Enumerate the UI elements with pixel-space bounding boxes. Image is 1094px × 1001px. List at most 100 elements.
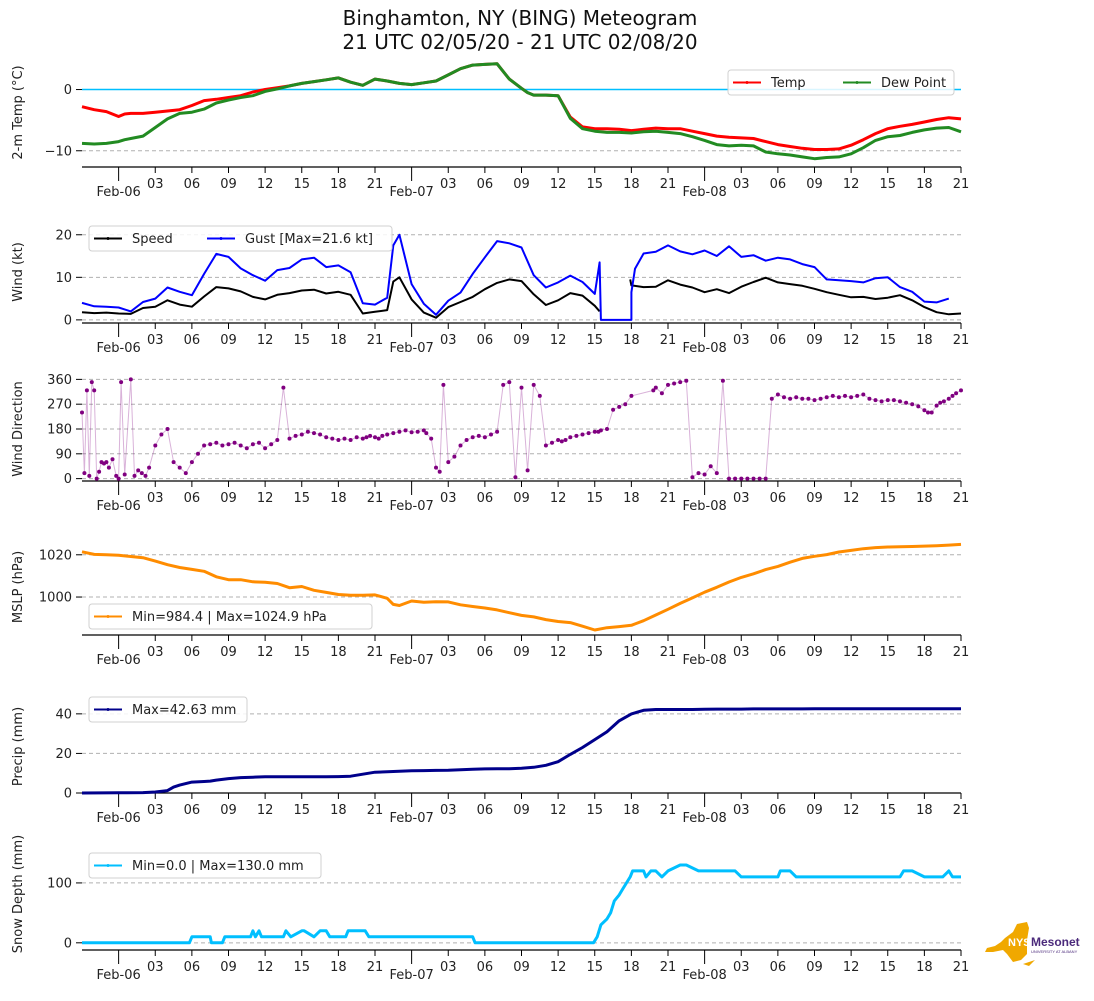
x-tick-label: 15 [293, 177, 310, 192]
x-tick-label: 12 [843, 645, 860, 660]
x-tick-label: 15 [293, 803, 310, 818]
x-tick-label: 09 [513, 491, 530, 506]
data-point [385, 432, 390, 437]
x-tick-label: 21 [660, 960, 677, 975]
y-tick-label: 360 [47, 373, 72, 388]
x-tick-label: 21 [953, 645, 970, 660]
data-point [843, 393, 847, 398]
data-point [904, 400, 909, 405]
x-tick-label: 18 [330, 491, 347, 506]
data-point [651, 388, 656, 393]
x-tick-label: 06 [477, 645, 494, 660]
x-tick-label: Feb-06 [97, 968, 141, 983]
x-tick-label: 15 [586, 333, 603, 348]
x-tick-label: 09 [513, 645, 530, 660]
y-tick-label: 0 [64, 313, 72, 328]
data-point [690, 475, 695, 480]
data-point [269, 442, 274, 447]
data-point [745, 476, 750, 481]
x-tick-label: 18 [623, 645, 640, 660]
x-tick-label: 18 [916, 645, 933, 660]
data-point [929, 410, 934, 415]
data-point [836, 395, 841, 400]
x-tick-label: 09 [513, 333, 530, 348]
y-axis-label: Precip (mm) [11, 707, 26, 786]
chart-title-line-2: 21 UTC 02/05/20 - 21 UTC 02/08/20 [342, 30, 698, 54]
data-point [403, 428, 408, 433]
x-tick-label: Feb-06 [97, 341, 141, 356]
data-point [220, 443, 225, 448]
data-point [879, 399, 884, 404]
data-point [507, 380, 512, 385]
data-point [926, 410, 930, 415]
x-tick-label: 12 [257, 333, 274, 348]
data-point [678, 380, 683, 385]
data-point [782, 395, 786, 400]
data-point [950, 393, 955, 398]
data-point [598, 428, 603, 433]
x-tick-label: 09 [806, 177, 823, 192]
x-tick-label: Feb-07 [390, 499, 434, 514]
x-tick-label: 06 [770, 645, 787, 660]
x-tick-label: 15 [879, 177, 896, 192]
data-point [788, 396, 793, 401]
x-tick-label: 18 [916, 803, 933, 818]
x-tick-label: Feb-08 [683, 499, 727, 514]
x-tick-label: 09 [806, 960, 823, 975]
data-point [354, 435, 359, 440]
data-point [318, 432, 323, 437]
data-point [891, 398, 896, 403]
x-tick-label: 03 [733, 645, 750, 660]
x-tick-label: 18 [623, 491, 640, 506]
data-point [424, 431, 429, 436]
data-point [437, 469, 442, 474]
x-tick-label: 21 [953, 803, 970, 818]
data-point [441, 382, 446, 387]
x-tick-label: 09 [220, 960, 237, 975]
data-point [702, 472, 707, 477]
x-tick-label: 21 [367, 645, 384, 660]
x-tick-label: 06 [770, 491, 787, 506]
data-point [800, 396, 805, 401]
x-tick-label: 06 [477, 960, 494, 975]
x-tick-label: 03 [733, 177, 750, 192]
legend-label: Gust [Max=21.6 kt] [245, 232, 373, 247]
chart-title: Binghamton, NY (BING) Meteogram 21 UTC 0… [0, 6, 1040, 54]
data-point [446, 460, 451, 465]
data-point [312, 431, 316, 436]
x-tick-label: 09 [806, 491, 823, 506]
data-point [849, 395, 854, 400]
legend-box [88, 603, 373, 630]
x-tick-label: 15 [586, 645, 603, 660]
data-point [287, 436, 292, 441]
data-point [409, 430, 414, 435]
series-line-precip-0 [81, 707, 961, 795]
x-tick-label: 15 [879, 960, 896, 975]
data-point [605, 427, 609, 431]
x-tick-label: 03 [147, 177, 164, 192]
y-tick-label: 0 [64, 472, 72, 487]
data-point [938, 400, 943, 405]
x-tick-label: 21 [660, 645, 677, 660]
data-point [80, 410, 84, 415]
legend-box [88, 852, 322, 879]
x-tick-label: 15 [879, 645, 896, 660]
data-point [775, 392, 780, 397]
y-tick-label: 90 [55, 447, 72, 462]
y-tick-label: 0 [64, 787, 72, 802]
data-point [794, 395, 799, 400]
data-point [132, 473, 137, 478]
data-point [855, 393, 860, 398]
data-point [708, 464, 713, 469]
x-tick-label: Feb-07 [390, 811, 434, 826]
data-point [672, 381, 677, 386]
panel-wind: 0 10 20 Wind (kt) Feb-06 03 06 09 12 15 18 21 Feb-07… [11, 225, 969, 356]
x-tick-label: 15 [586, 960, 603, 975]
data-point [104, 460, 109, 465]
y-tick-label: 10 [55, 271, 72, 286]
data-point [531, 382, 536, 387]
x-tick-label: 09 [806, 333, 823, 348]
data-point [959, 388, 963, 393]
data-point [202, 443, 207, 448]
data-point [818, 396, 823, 401]
